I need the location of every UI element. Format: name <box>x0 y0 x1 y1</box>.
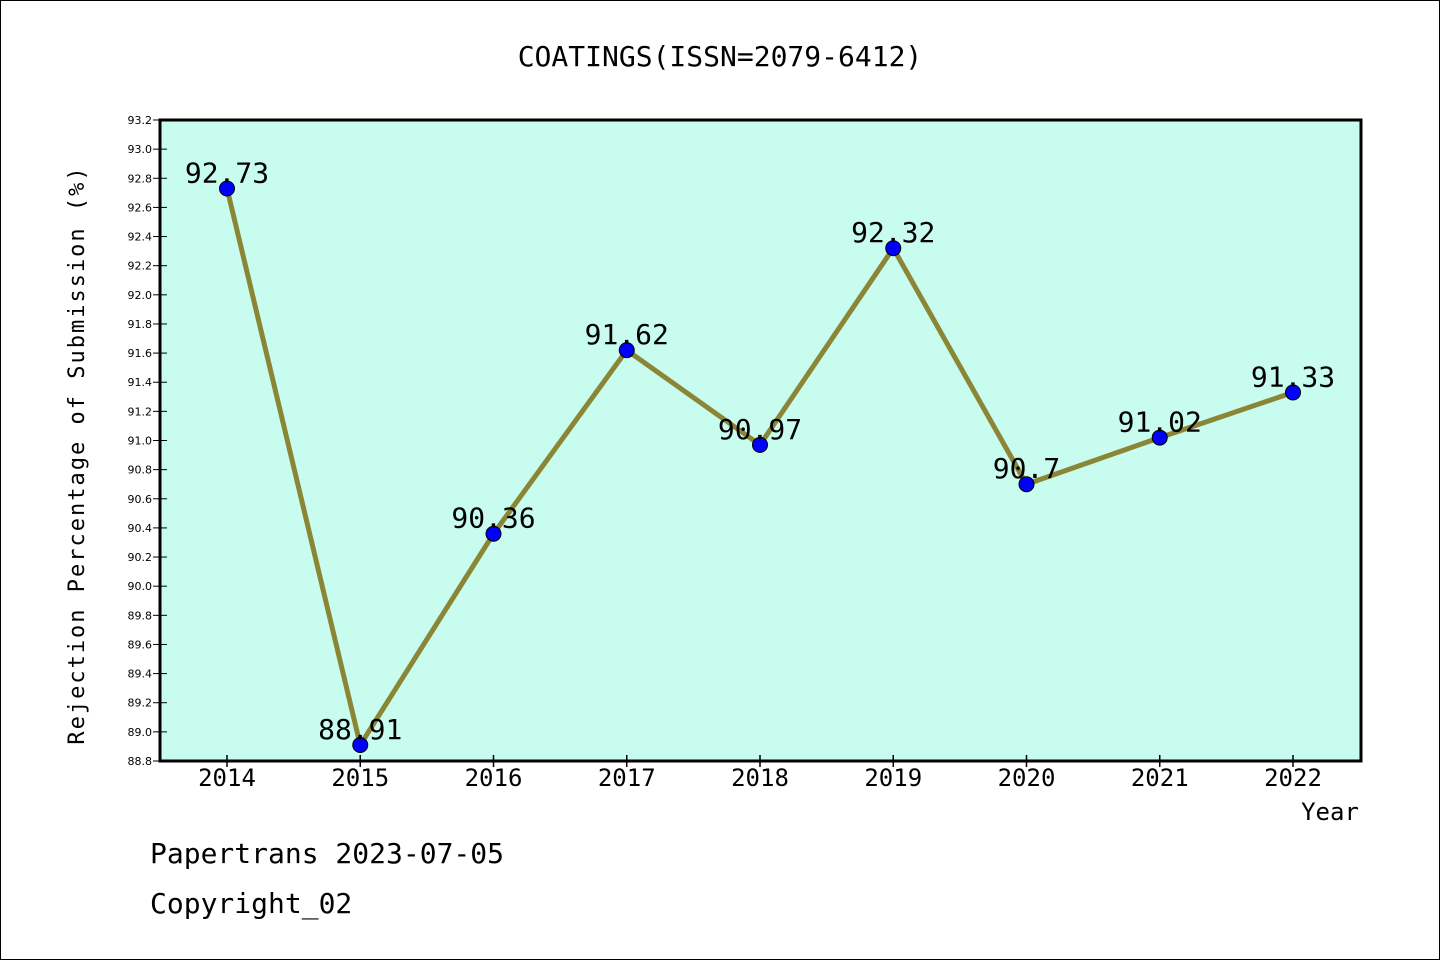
x-axis-label: Year <box>1301 798 1359 826</box>
x-tick-label: 2014 <box>198 764 256 792</box>
data-label: 92.32 <box>851 216 935 249</box>
footer-date: Papertrans 2023-07-05 <box>150 837 504 870</box>
data-point <box>1285 384 1301 401</box>
series-rejection <box>219 180 1301 753</box>
y-tick-label: 93.0 <box>128 143 153 156</box>
x-tick-label: 2017 <box>598 764 656 792</box>
data-point <box>1018 476 1035 493</box>
y-tick-label: 91.2 <box>128 405 153 418</box>
y-tick-label: 89.4 <box>128 668 153 681</box>
y-tick-label: 92.4 <box>128 231 153 244</box>
data-label: 88.91 <box>318 713 402 746</box>
data-label: 91.02 <box>1118 406 1202 439</box>
data-point <box>885 240 902 257</box>
data-labels: 92.73 88.91 90.36 91.62 90.97 92.32 90.7 91.02 9… <box>185 156 1335 746</box>
y-tick-label: 89.0 <box>128 726 153 739</box>
data-label: 91.62 <box>585 318 669 351</box>
data-point <box>1151 429 1168 446</box>
data-label: 92.73 <box>185 156 269 189</box>
y-tick-label: 88.8 <box>128 755 153 768</box>
y-tick-label: 90.0 <box>128 580 153 593</box>
y-tick-label: 93.2 <box>128 114 153 127</box>
y-tick-label: 92.2 <box>128 260 153 273</box>
data-point <box>752 436 768 453</box>
x-axis: 2014 2015 2016 2017 2018 2019 2020 2021 2022 <box>198 755 1322 792</box>
y-tick-label: 91.6 <box>128 347 153 360</box>
data-label: 90.97 <box>718 413 802 446</box>
y-tick-label: 89.8 <box>128 609 153 622</box>
x-tick-label: 2016 <box>465 764 523 792</box>
data-point <box>352 736 369 753</box>
y-tick-label: 90.2 <box>128 551 153 564</box>
footer-copyright: Copyright_02 <box>150 887 352 921</box>
x-tick-label: 2020 <box>998 764 1056 792</box>
y-tick-label: 91.0 <box>128 435 153 448</box>
x-tick-label: 2019 <box>864 764 922 792</box>
x-tick-label: 2018 <box>731 764 789 792</box>
x-tick-label: 2015 <box>331 764 389 792</box>
y-axis: 88.8 89.0 89.2 89.4 89.6 89.8 90.0 90.2 90.4 90.6… <box>128 114 167 768</box>
y-tick-label: 92.0 <box>128 289 153 302</box>
data-point <box>219 180 235 197</box>
data-point <box>485 525 502 542</box>
y-tick-label: 90.4 <box>128 522 153 535</box>
data-label: 90.36 <box>451 502 535 535</box>
y-axis-label: Rejection Percentage of Submission (%) <box>65 165 90 744</box>
x-tick-label: 2021 <box>1131 764 1189 792</box>
x-tick-label: 2022 <box>1264 764 1322 792</box>
chart-title: COATINGS(ISSN=2079-6412) <box>518 40 923 73</box>
y-tick-label: 92.8 <box>128 172 153 185</box>
data-label: 91.33 <box>1251 360 1335 393</box>
y-tick-label: 90.8 <box>128 464 153 477</box>
y-tick-label: 89.2 <box>128 697 153 710</box>
y-tick-label: 91.4 <box>128 376 153 389</box>
data-point <box>618 342 635 359</box>
y-tick-label: 91.8 <box>128 318 153 331</box>
y-tick-label: 92.6 <box>128 201 153 214</box>
data-label: 90.7 <box>993 452 1060 485</box>
y-tick-label: 89.6 <box>128 638 153 651</box>
y-tick-label: 90.6 <box>128 493 153 506</box>
